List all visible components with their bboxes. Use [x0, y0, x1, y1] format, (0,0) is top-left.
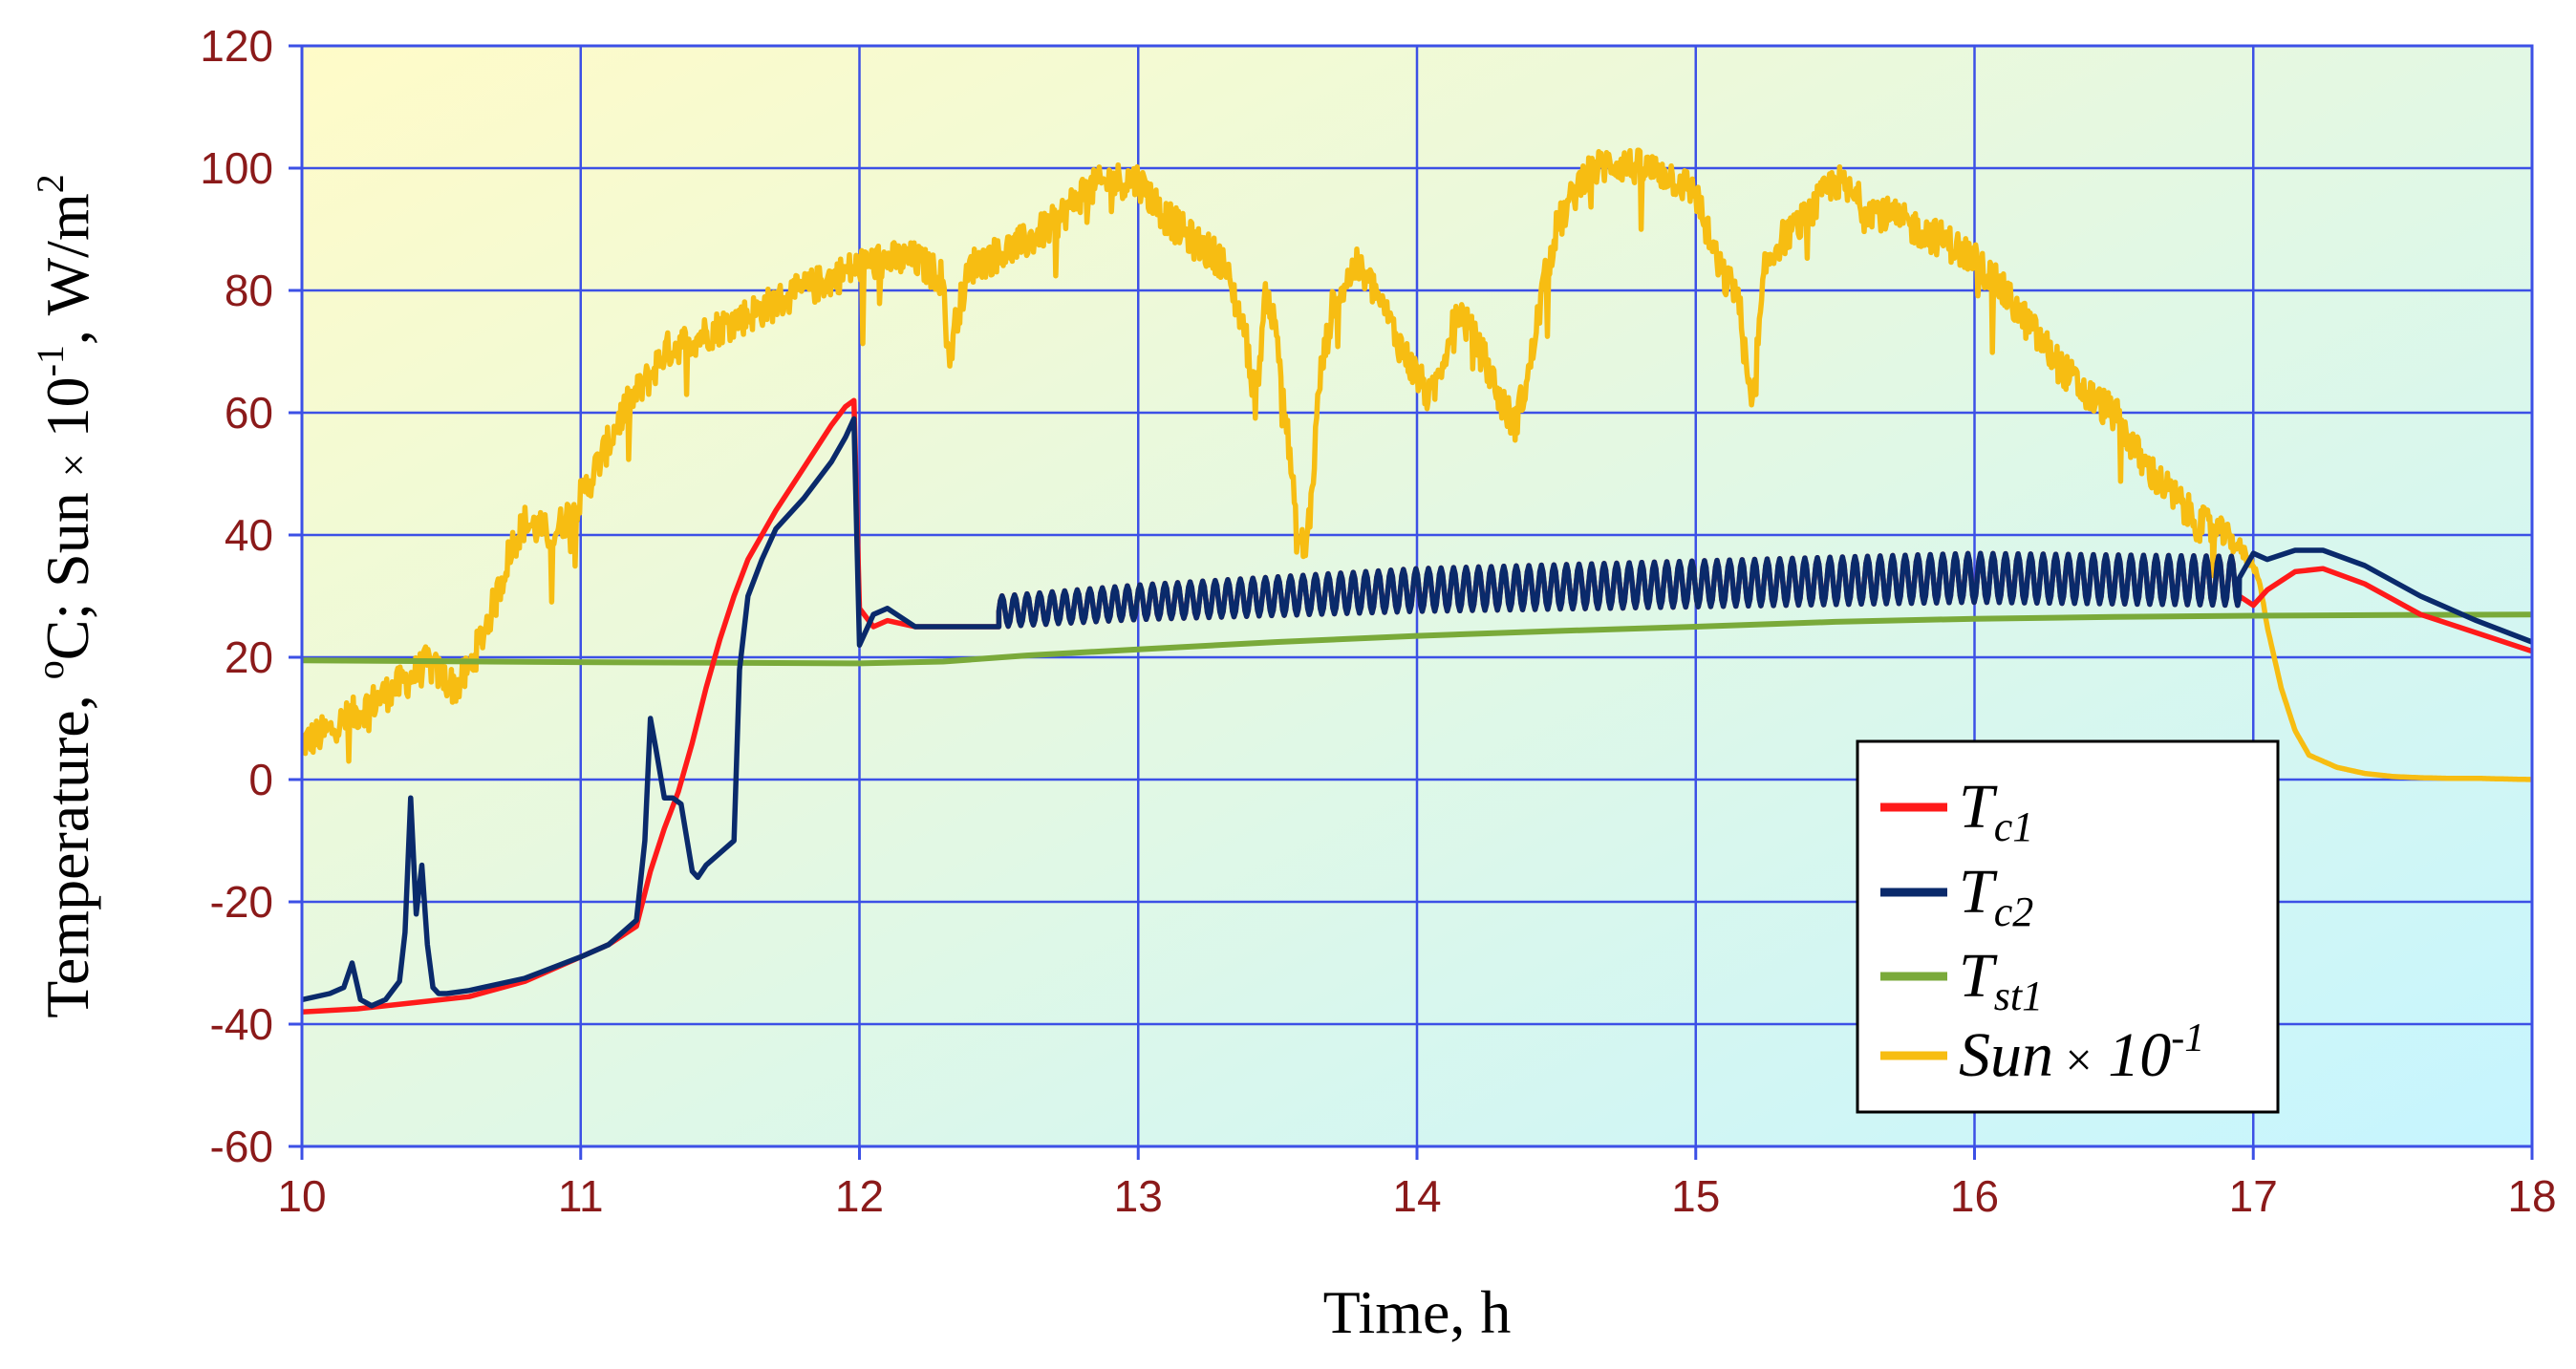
y-tick-label: 20 [225, 632, 273, 682]
legend-label-tc1: Tc1 [1959, 772, 2033, 850]
y-tick-label: -60 [210, 1122, 273, 1171]
legend-label-tc2: Tc2 [1959, 857, 2033, 935]
legend-label-tst1: Tst1 [1959, 941, 2043, 1019]
x-tick-label: 13 [1114, 1171, 1163, 1221]
series-lines [302, 147, 2532, 1015]
axis-ticks: 10 11 12 13 14 15 16 17 18 120 100 80 60 40 20 0 -20 -40 -… [200, 21, 2556, 1221]
x-tick-label: 15 [1671, 1171, 1720, 1221]
series-line-tst1 [302, 611, 2532, 667]
series-line-tc2 [302, 416, 2532, 1009]
y-tick-label: 120 [200, 21, 273, 71]
y-tick-label: -40 [210, 999, 273, 1049]
x-tick-label: 17 [2229, 1171, 2278, 1221]
y-tick-label: 0 [248, 755, 273, 804]
legend: Tc1 Tc2 Tst1 Sun × 10-1 [1856, 739, 2280, 1114]
x-axis-title: Time, h [1323, 1278, 1512, 1346]
y-tick-label: -20 [210, 877, 273, 927]
x-tick-label: 11 [558, 1171, 604, 1221]
y-axis-title: Temperature, oC; Sun × 10-1, W/m2 [29, 174, 101, 1017]
x-tick-label: 18 [2507, 1171, 2556, 1221]
x-tick-label: 14 [1392, 1171, 1441, 1221]
x-tick-label: 16 [1950, 1171, 1999, 1221]
x-tick-label: 10 [277, 1171, 326, 1221]
series-line-sun [302, 147, 2532, 782]
x-tick-label: 12 [835, 1171, 884, 1221]
y-tick-label: 80 [225, 266, 273, 315]
y-tick-label: 100 [200, 143, 273, 193]
y-tick-label: 40 [225, 510, 273, 560]
legend-label-sun: Sun × 10-1 [1959, 1016, 2204, 1090]
y-tick-label: 60 [225, 388, 273, 438]
